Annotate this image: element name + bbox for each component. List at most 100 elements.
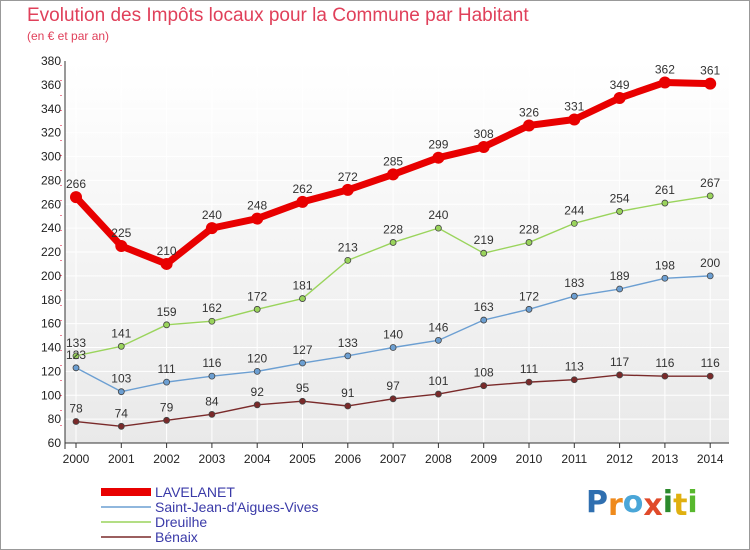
data-point <box>434 390 442 398</box>
y-tick-label: 300 <box>41 150 61 164</box>
series-b-naix <box>72 371 714 430</box>
data-label: 299 <box>428 138 448 152</box>
data-point <box>117 388 125 396</box>
data-point <box>208 410 216 418</box>
data-label: 116 <box>202 356 221 370</box>
data-label: 308 <box>474 127 494 141</box>
data-point <box>208 317 216 325</box>
data-point <box>160 257 173 270</box>
data-point <box>434 224 442 232</box>
data-point <box>163 416 171 424</box>
logo-letter: t <box>673 488 688 523</box>
x-tick-label: 2006 <box>334 452 361 466</box>
x-tick-label: 2007 <box>380 452 407 466</box>
data-point <box>72 352 80 360</box>
data-point <box>434 336 442 344</box>
data-point <box>117 422 125 430</box>
data-label: 266 <box>66 177 86 191</box>
data-point <box>115 240 128 253</box>
data-label: 361 <box>700 64 720 78</box>
proxiti-logo: Proxiti <box>586 485 698 523</box>
y-tick-label: 320 <box>41 126 61 140</box>
data-point <box>70 191 82 204</box>
data-labels: 78 74 79 84 92 95 91 97 101 108 111 113 117 116 116 123… <box>66 62 721 420</box>
data-label: 133 <box>338 336 358 350</box>
data-point <box>570 376 578 384</box>
y-tick-label: 160 <box>41 317 61 331</box>
data-label: 181 <box>292 279 312 293</box>
gridlines <box>65 60 729 444</box>
data-label: 172 <box>519 289 539 303</box>
data-point <box>613 92 626 105</box>
data-point <box>523 119 535 132</box>
x-tick-label: 2000 <box>63 452 90 466</box>
data-point <box>296 195 309 208</box>
data-point <box>480 249 488 257</box>
data-label: 108 <box>474 366 494 380</box>
data-point <box>477 140 490 153</box>
data-point <box>525 378 533 386</box>
data-point <box>570 292 578 300</box>
y-tick-label: 80 <box>48 412 62 426</box>
data-label: 79 <box>160 400 174 414</box>
data-point <box>72 418 80 425</box>
chart-title: Evolution des Impôts locaux pour la Comm… <box>27 5 529 26</box>
y-tick-label: 60 <box>48 436 62 450</box>
y-tick-label: 120 <box>41 364 61 378</box>
data-label: 111 <box>520 362 539 376</box>
x-tick-label: 2011 <box>561 452 587 466</box>
data-point <box>387 168 400 181</box>
data-point <box>570 219 578 227</box>
data-label: 261 <box>655 183 675 197</box>
data-label: 162 <box>202 301 222 315</box>
legend: LAVELANETSaint-Jean-d'Aigues-VivesDreuil… <box>101 484 319 545</box>
y-tick-label: 140 <box>41 341 61 355</box>
data-point <box>706 192 714 200</box>
data-label: 95 <box>296 381 310 395</box>
data-label: 78 <box>69 402 83 416</box>
data-label: 133 <box>66 336 86 350</box>
data-label: 228 <box>383 222 403 236</box>
data-point <box>299 295 306 302</box>
data-point <box>658 76 671 89</box>
y-tick-label: 280 <box>41 173 61 187</box>
data-point <box>389 395 397 403</box>
data-point <box>568 113 581 126</box>
data-label: 117 <box>610 355 629 369</box>
data-point <box>661 199 669 207</box>
data-label: 116 <box>655 356 674 370</box>
data-point <box>299 359 306 367</box>
data-point <box>344 402 352 410</box>
data-label: 103 <box>111 372 131 386</box>
data-point <box>344 256 352 264</box>
data-label: 163 <box>474 300 494 314</box>
data-label: 113 <box>565 360 584 374</box>
y-tick-label: 180 <box>41 293 61 307</box>
data-label: 240 <box>428 208 448 222</box>
data-label: 254 <box>610 191 630 205</box>
logo-letter: o <box>622 485 644 520</box>
data-label: 272 <box>338 170 358 184</box>
data-point <box>344 352 352 360</box>
data-label: 74 <box>115 406 129 420</box>
y-tick-label: 340 <box>41 102 61 116</box>
data-point <box>706 372 714 380</box>
data-label: 228 <box>519 222 539 236</box>
data-point <box>525 239 533 246</box>
data-point <box>480 382 488 390</box>
y-tick-label: 360 <box>41 78 61 92</box>
data-label: 159 <box>157 305 177 319</box>
x-tick-label: 2004 <box>244 452 271 466</box>
data-point <box>616 208 623 215</box>
data-label: 123 <box>66 348 86 362</box>
x-tick-label: 2013 <box>652 452 679 466</box>
data-label: 91 <box>341 386 355 400</box>
data-label: 240 <box>202 208 222 222</box>
logo-letter: x <box>643 488 663 523</box>
data-label: 219 <box>474 233 494 247</box>
x-tick-label: 2002 <box>153 452 180 466</box>
legend-entry: Dreuilhe <box>155 514 207 530</box>
data-point <box>205 222 218 235</box>
